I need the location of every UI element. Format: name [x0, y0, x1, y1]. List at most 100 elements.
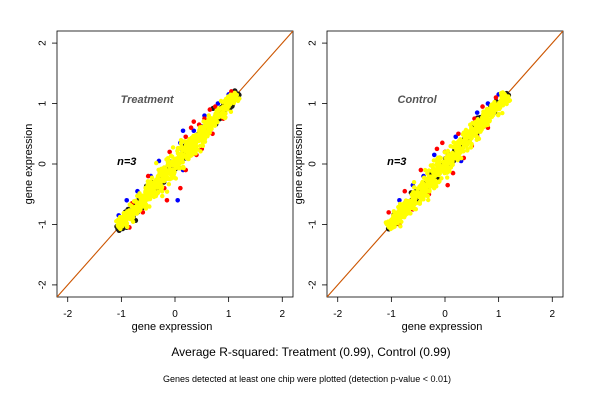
- treatment-core-point: [143, 188, 148, 194]
- treatment-core-point: [137, 191, 142, 196]
- control-core-point: [424, 188, 429, 193]
- treatment-core-point: [154, 160, 159, 166]
- control-core-point: [411, 180, 417, 185]
- control-core-point: [448, 165, 454, 170]
- treatment-core-point: [211, 123, 216, 128]
- control-outlier-point: [485, 101, 491, 106]
- control-core-point: [435, 165, 440, 171]
- control-x-tick-label: -1: [387, 309, 396, 320]
- control-core-point: [478, 129, 483, 134]
- control-core-point: [482, 114, 487, 119]
- control-core-point: [465, 146, 470, 152]
- treatment-core-point: [221, 109, 226, 114]
- treatment-core-point: [184, 154, 189, 159]
- control-core-point: [469, 125, 474, 130]
- control-core-point: [386, 219, 391, 224]
- control-core-point: [448, 144, 453, 149]
- treatment-core-cloud: [114, 90, 242, 232]
- control-core-point: [487, 106, 492, 111]
- treatment-core-point: [160, 193, 165, 199]
- control-core-point: [428, 183, 434, 189]
- control-outlier-point: [397, 197, 402, 203]
- treatment-x-tick-label: 1: [226, 309, 232, 320]
- treatment-core-point: [161, 168, 166, 173]
- control-core-point: [464, 136, 469, 141]
- control-core-point: [421, 175, 427, 180]
- control-core-point: [499, 94, 504, 99]
- treatment-core-point: [180, 147, 185, 153]
- treatment-core-point: [155, 189, 161, 194]
- control-x-tick-label: 1: [496, 309, 502, 320]
- control-outlier-point: [431, 152, 437, 158]
- treatment-core-point: [129, 203, 134, 209]
- treatment-y-tick-label: -2: [38, 280, 49, 289]
- treatment-core-point: [219, 106, 225, 111]
- control-n-label: n=3: [387, 156, 406, 168]
- control-core-point: [431, 174, 436, 179]
- treatment-core-point: [175, 151, 181, 156]
- control-y-tick-label: 2: [308, 40, 319, 46]
- control-core-point: [461, 143, 467, 149]
- control-panel-title: Control: [398, 94, 438, 106]
- treatment-core-point: [167, 164, 172, 169]
- treatment-core-point: [116, 220, 122, 225]
- treatment-core-point: [235, 98, 241, 104]
- treatment-core-point: [201, 119, 206, 124]
- control-core-point: [481, 125, 486, 130]
- treatment-core-point: [170, 154, 175, 159]
- control-x-tick-label: -2: [333, 309, 342, 320]
- control-core-point: [415, 186, 420, 191]
- treatment-core-point: [173, 156, 178, 162]
- control-core-point: [391, 209, 397, 214]
- treatment-core-point: [155, 175, 160, 181]
- control-core-point: [393, 216, 399, 222]
- control-core-point: [419, 191, 425, 196]
- control-outlier-point: [445, 182, 450, 188]
- control-core-point: [449, 161, 455, 166]
- treatment-outlier-point: [178, 185, 183, 191]
- control-core-point: [486, 110, 491, 115]
- control-core-point: [387, 224, 392, 229]
- treatment-core-point: [181, 152, 186, 157]
- control-outlier-point: [474, 110, 480, 115]
- control-core-point: [451, 140, 456, 145]
- treatment-core-point: [151, 188, 157, 194]
- detection-note: Genes detected at least one chip were pl…: [163, 374, 451, 384]
- control-core-point: [503, 98, 508, 103]
- treatment-y-tick-label: 0: [38, 161, 49, 167]
- control-core-point: [433, 169, 438, 174]
- treatment-core-point: [169, 174, 174, 179]
- treatment-core-point: [202, 139, 208, 144]
- treatment-core-point: [166, 158, 171, 163]
- control-outlier-point: [386, 210, 391, 215]
- treatment-x-tick-label: 0: [172, 309, 178, 320]
- treatment-core-point: [229, 93, 235, 98]
- treatment-core-point: [118, 226, 123, 232]
- control-core-point: [504, 101, 509, 107]
- treatment-x-tick-label: -1: [117, 309, 126, 320]
- treatment-core-point: [159, 186, 164, 191]
- treatment-core-point: [133, 198, 138, 203]
- control-core-point: [404, 211, 409, 217]
- treatment-outlier-point: [180, 128, 186, 134]
- treatment-core-point: [191, 139, 197, 145]
- treatment-core-point: [203, 129, 209, 134]
- control-core-point: [418, 195, 424, 201]
- treatment-core-point: [143, 201, 148, 207]
- treatment-core-point: [194, 144, 199, 149]
- treatment-core-point: [127, 208, 132, 213]
- treatment-core-point: [198, 149, 203, 154]
- control-core-point: [502, 92, 508, 97]
- treatment-core-point: [166, 176, 171, 182]
- treatment-core-point: [166, 182, 172, 187]
- treatment-core-point: [199, 124, 204, 130]
- treatment-core-point: [146, 186, 151, 191]
- control-outlier-point: [418, 167, 424, 173]
- treatment-core-point: [145, 193, 151, 199]
- control-outlier-point: [456, 131, 461, 137]
- control-core-point: [469, 133, 475, 138]
- control-core-point: [422, 167, 428, 173]
- treatment-core-point: [175, 145, 181, 151]
- treatment-core-point: [219, 112, 225, 118]
- control-core-point: [412, 206, 417, 212]
